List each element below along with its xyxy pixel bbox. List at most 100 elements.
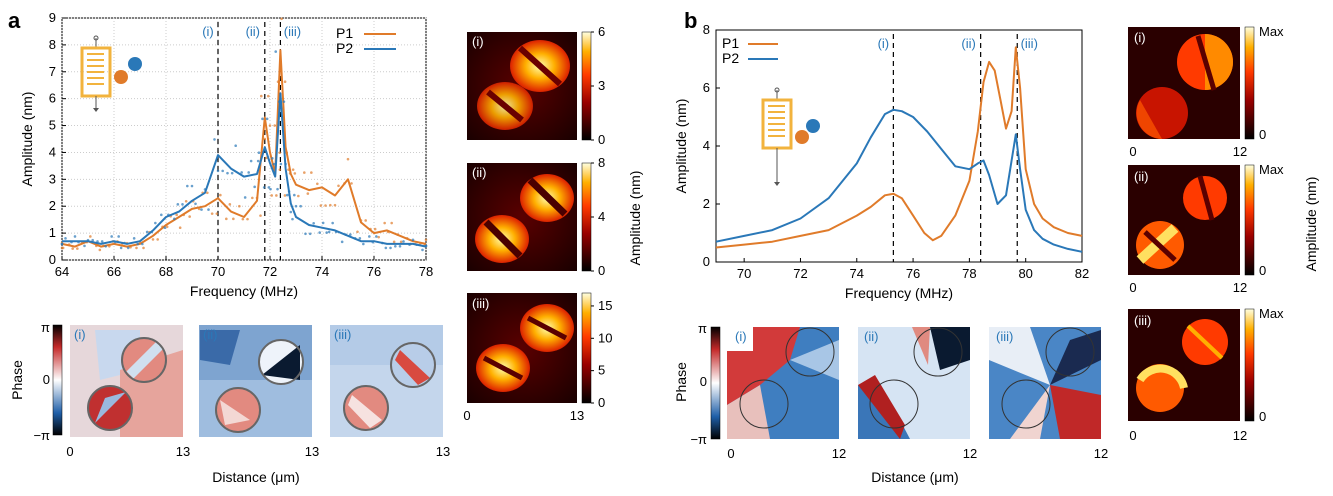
a-phase-map-i: (i) bbox=[70, 325, 183, 437]
a-y-tick-label: 9 bbox=[49, 10, 56, 25]
a-P2-scatter-point bbox=[213, 138, 216, 141]
a-P2-scatter-point bbox=[126, 246, 130, 250]
a-y-tick-label: 3 bbox=[49, 171, 56, 186]
b-cbar-ii-max: Max bbox=[1259, 162, 1284, 177]
b-cbar-ii-0: 0 bbox=[1259, 263, 1266, 278]
a-P1-scatter-point bbox=[219, 193, 222, 197]
a-P2-scatter-point bbox=[271, 157, 274, 160]
a-P1-scatter-point bbox=[268, 124, 272, 127]
a-P2-scatter-point bbox=[272, 162, 276, 166]
a-x-axis-label: Frequency (MHz) bbox=[190, 283, 298, 299]
a-P2-scatter-point bbox=[261, 117, 264, 121]
a-phase-x-tick-i-1: 13 bbox=[176, 444, 190, 459]
a-x-tick-label: 74 bbox=[315, 264, 329, 279]
a-cbar-tick-label: 10 bbox=[598, 330, 612, 345]
b-phase-label: Phase bbox=[673, 362, 689, 402]
a-y-tick-label: 0 bbox=[49, 252, 56, 267]
a-phase-tick-neg-pi: −π bbox=[33, 428, 50, 443]
a-P1-scatter-point bbox=[377, 235, 380, 239]
a-y-tick-label: 6 bbox=[49, 91, 56, 106]
b-phase-tick-pi: π bbox=[698, 321, 707, 336]
b-y-tick-label: 6 bbox=[703, 80, 710, 95]
a-P1-scatter-point bbox=[283, 194, 287, 197]
a-P1-scatter-point bbox=[283, 80, 287, 84]
a-distance-label: Distance (μm) bbox=[212, 469, 299, 485]
a-P2-scatter-point bbox=[327, 230, 331, 234]
idt-device-icon bbox=[80, 35, 112, 112]
a-x-tick-label: 64 bbox=[55, 264, 69, 279]
a-P1-scatter-point bbox=[346, 157, 350, 161]
a-y-axis-label: Amplitude (nm) bbox=[19, 92, 35, 187]
a-P2-scatter-point bbox=[331, 221, 334, 225]
a-P2-scatter-point bbox=[119, 246, 123, 250]
b-amp-x-tick-i-0: 0 bbox=[1129, 144, 1136, 159]
a-P2-scatter-point bbox=[207, 208, 210, 211]
a-P2-scatter-point bbox=[253, 185, 256, 189]
b-amp-map-i: (i) bbox=[1128, 27, 1240, 139]
a-amp-map-iii: (iii) bbox=[467, 293, 577, 403]
a-P1-scatter-point bbox=[364, 219, 367, 222]
a-P1-scatter-point bbox=[151, 238, 155, 241]
a-P1-scatter-point bbox=[270, 194, 273, 197]
a-P1-scatter-point bbox=[324, 204, 327, 207]
a-cbar-tick-label: 4 bbox=[598, 209, 605, 224]
a-P1-scatter-point bbox=[232, 217, 235, 221]
b-phase-map-ii-label: (ii) bbox=[864, 329, 878, 344]
a-P1-scatter-point bbox=[350, 182, 353, 185]
a-P2-scatter-point bbox=[299, 204, 302, 208]
a-x-tick-label: 70 bbox=[211, 264, 225, 279]
a-cbar-tick-label: 8 bbox=[598, 155, 605, 170]
a-phase-map-ii-label: (ii) bbox=[203, 327, 217, 342]
idt-device-icon-b bbox=[761, 87, 793, 186]
b-y-tick-label: 2 bbox=[703, 196, 710, 211]
a-series-P2-line bbox=[62, 92, 427, 248]
a-P2-scatter-point bbox=[285, 193, 289, 197]
a-P2-scatter-point bbox=[398, 244, 402, 248]
b-y-tick-label: 4 bbox=[703, 138, 710, 153]
a-P2-scatter-point bbox=[145, 230, 149, 234]
a-P1-scatter-point bbox=[263, 137, 267, 141]
a-P2-scatter-point bbox=[226, 171, 229, 175]
a-P1-scatter-point bbox=[310, 171, 313, 174]
a-x-tick-label: 76 bbox=[367, 264, 381, 279]
a-P2-scatter-point bbox=[154, 221, 157, 225]
a-colorbar-iii bbox=[581, 292, 592, 404]
a-P1-scatter-point bbox=[89, 235, 92, 238]
a-P2-scatter-point bbox=[243, 196, 247, 199]
b-y-tick-label: 8 bbox=[703, 22, 710, 37]
a-P1-scatter-point bbox=[356, 230, 359, 234]
b-phase-colorbar bbox=[710, 326, 721, 440]
p1-marker-icon-b bbox=[795, 130, 809, 144]
a-y-tick-label: 7 bbox=[49, 64, 56, 79]
a-plot-frame bbox=[61, 17, 427, 261]
b-x-tick-label: 76 bbox=[906, 266, 920, 281]
b-cbar-iii-0: 0 bbox=[1259, 409, 1266, 424]
a-P1-scatter-point bbox=[71, 247, 74, 250]
a-P1-scatter-point bbox=[206, 191, 209, 195]
a-phase-map-iii: (iii) bbox=[330, 325, 443, 437]
a-P2-scatter-point bbox=[293, 193, 296, 197]
a-P1-scatter-point bbox=[278, 151, 282, 155]
a-P1-scatter-point bbox=[273, 124, 276, 127]
b-plot-frame bbox=[715, 29, 1083, 263]
a-P2-scatter-point bbox=[358, 237, 362, 240]
a-P2-scatter-point bbox=[186, 184, 189, 188]
a-P1-scatter-point bbox=[333, 203, 337, 207]
a-y-tick-label: 8 bbox=[49, 37, 56, 52]
a-P2-scatter-point bbox=[104, 244, 107, 248]
a-x-tick-label: 78 bbox=[419, 264, 433, 279]
a-P2-scatter-point bbox=[234, 144, 237, 148]
a-P2-scatter-point bbox=[368, 235, 371, 238]
b-phase-map-i-label: (i) bbox=[735, 329, 747, 344]
a-P2-scatter-point bbox=[269, 187, 272, 191]
a-P1-scatter-point bbox=[329, 203, 332, 207]
a-P2-scatter-point bbox=[83, 244, 86, 248]
a-P2-scatter-point bbox=[294, 204, 298, 208]
b-amp-map-i-label: (i) bbox=[1134, 30, 1146, 45]
b-x-tick-label: 70 bbox=[737, 266, 751, 281]
a-P2-scatter-point bbox=[64, 237, 67, 240]
a-P2-scatter-point bbox=[117, 235, 120, 238]
b-phase-map-i: (i) bbox=[727, 327, 839, 439]
a-legend-P1: P1 bbox=[336, 25, 353, 41]
a-P2-scatter-point bbox=[176, 203, 180, 206]
